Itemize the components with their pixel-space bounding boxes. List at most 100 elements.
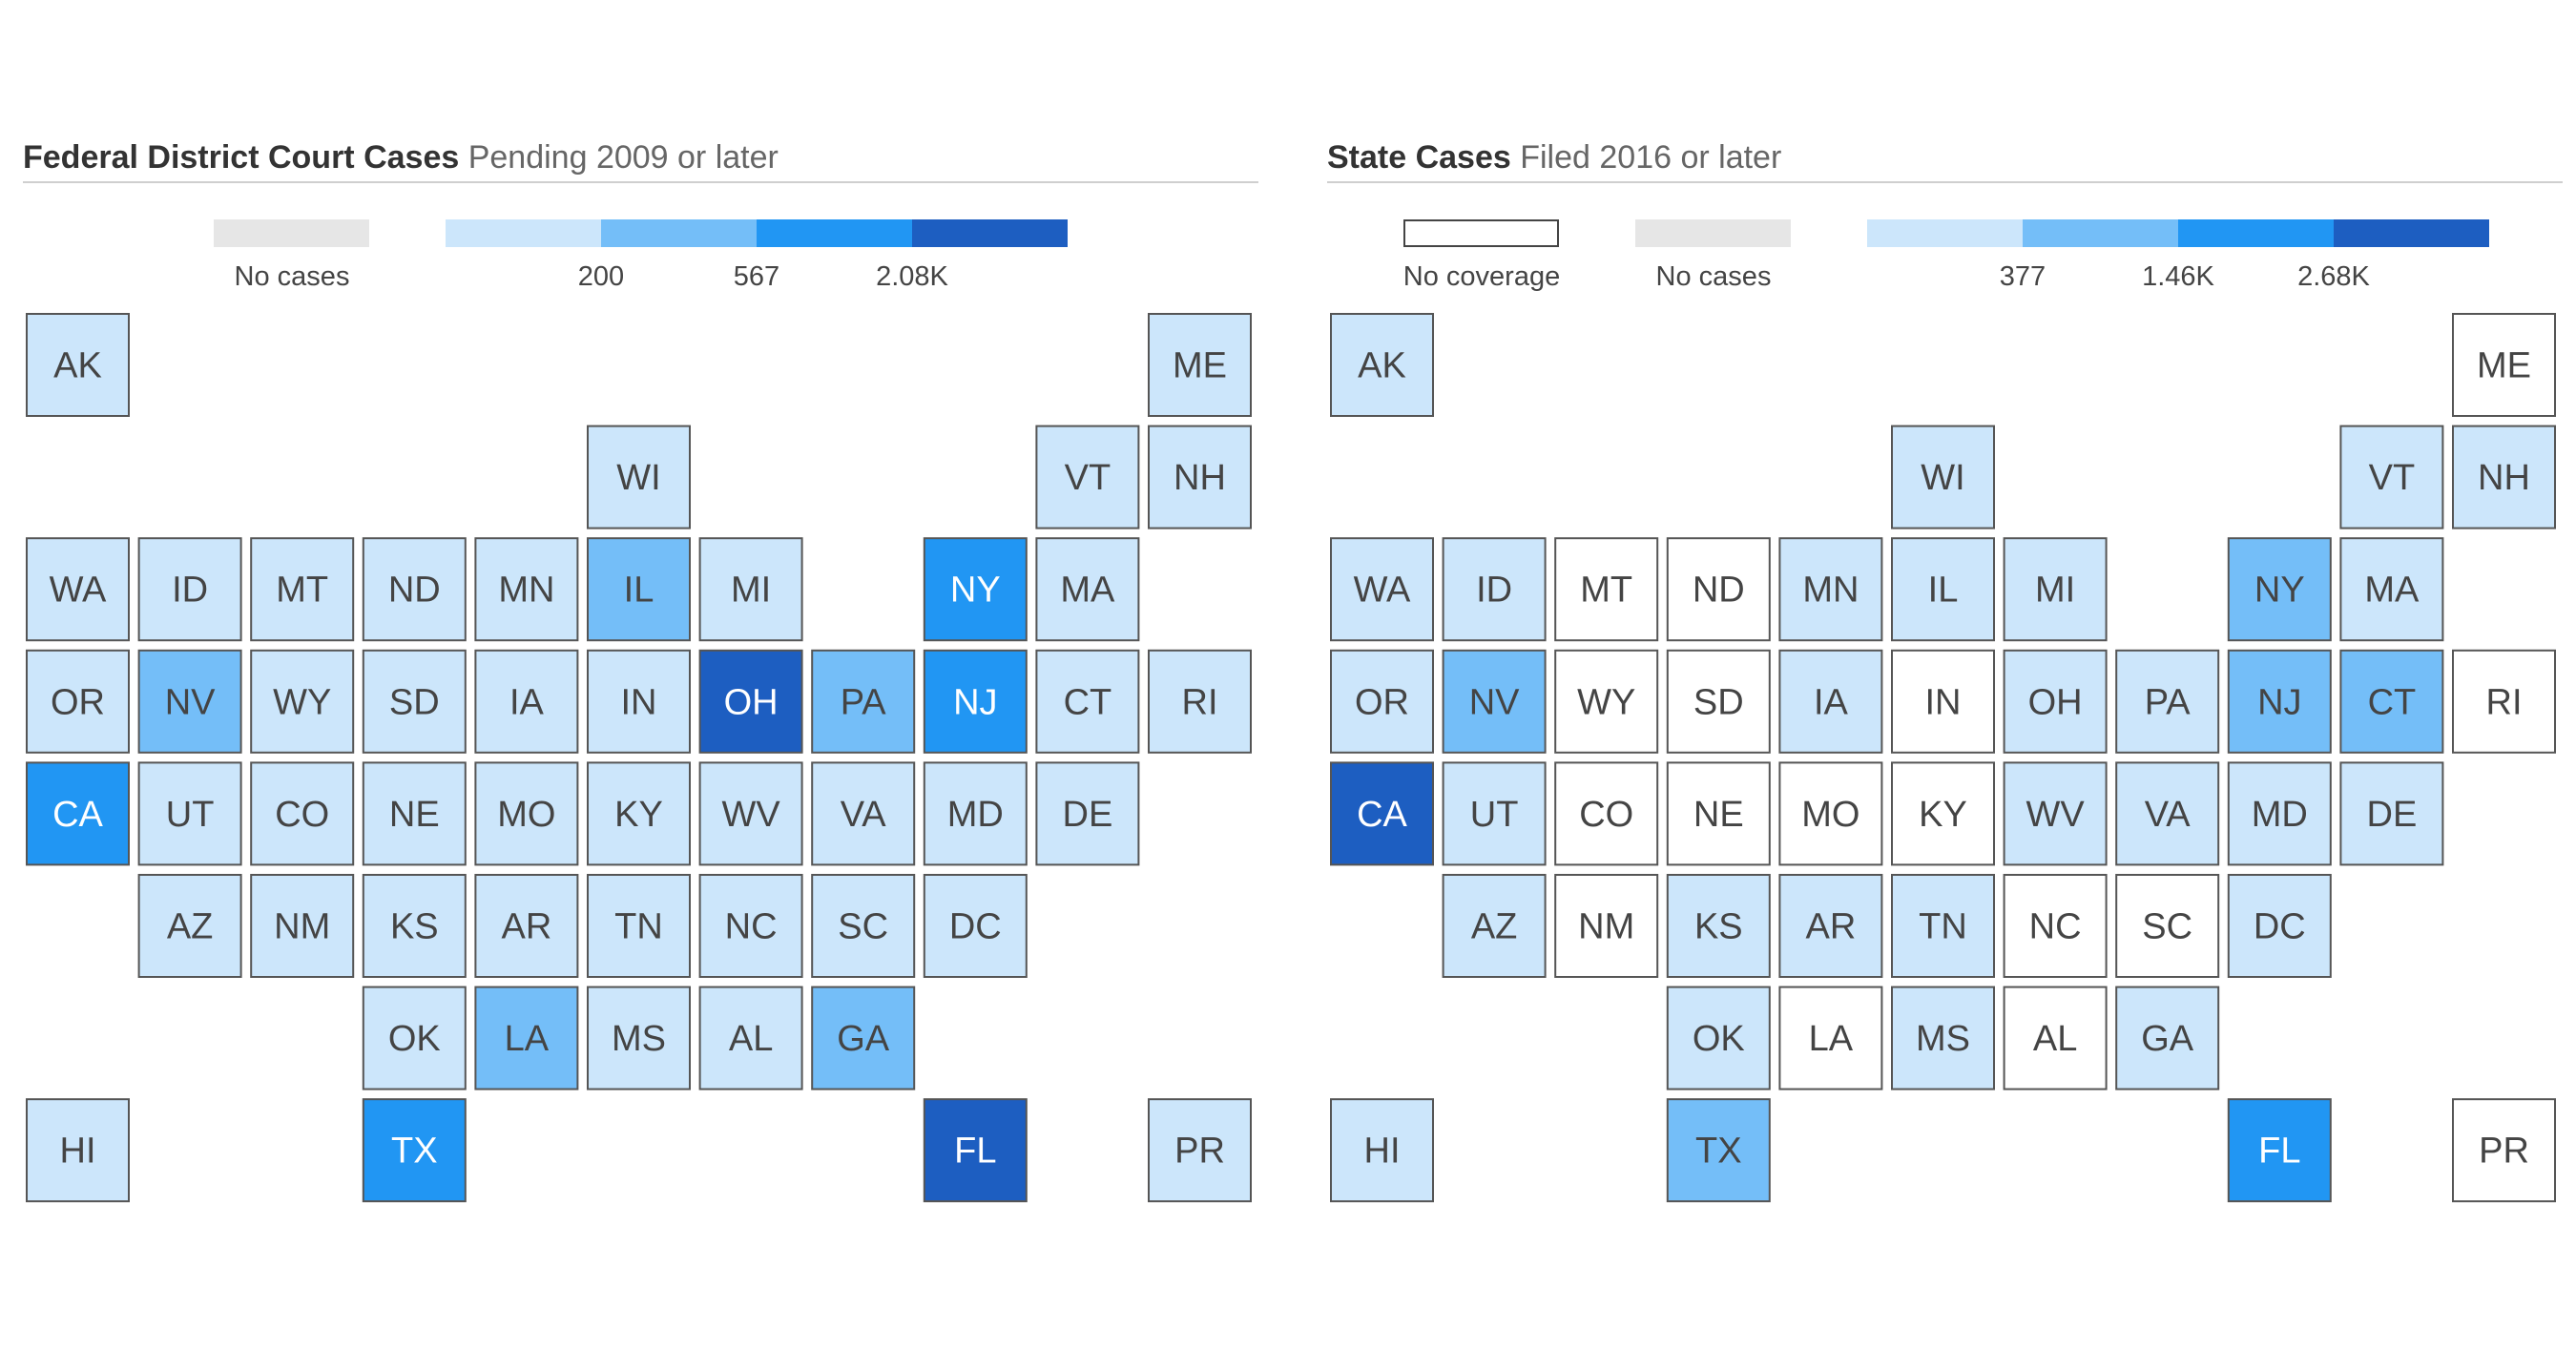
- state-tile-wi[interactable]: WI: [587, 425, 691, 529]
- state-tile-ms[interactable]: MS: [1891, 986, 1995, 1090]
- state-tile-sc[interactable]: SC: [811, 874, 916, 978]
- state-tile-pr[interactable]: PR: [1148, 1098, 1252, 1203]
- state-tile-nm[interactable]: NM: [1554, 874, 1659, 978]
- state-tile-pa[interactable]: PA: [811, 649, 916, 754]
- state-tile-mi[interactable]: MI: [2003, 537, 2108, 642]
- state-tile-la[interactable]: LA: [1778, 986, 1883, 1090]
- state-tile-ct[interactable]: CT: [2339, 649, 2444, 754]
- state-tile-hi[interactable]: HI: [26, 1098, 130, 1203]
- state-tile-va[interactable]: VA: [2115, 761, 2220, 866]
- state-tile-pr[interactable]: PR: [2452, 1098, 2556, 1203]
- state-tile-tx[interactable]: TX: [362, 1098, 467, 1203]
- state-tile-va[interactable]: VA: [811, 761, 916, 866]
- state-tile-mn[interactable]: MN: [474, 537, 579, 642]
- state-tile-id[interactable]: ID: [1442, 537, 1547, 642]
- state-tile-md[interactable]: MD: [2227, 761, 2332, 866]
- state-tile-ut[interactable]: UT: [1442, 761, 1547, 866]
- state-tile-in[interactable]: IN: [1891, 649, 1995, 754]
- state-tile-nj[interactable]: NJ: [2227, 649, 2332, 754]
- state-tile-mt[interactable]: MT: [1554, 537, 1659, 642]
- state-tile-me[interactable]: ME: [2452, 313, 2556, 417]
- state-tile-ms[interactable]: MS: [587, 986, 691, 1090]
- state-tile-ak[interactable]: AK: [26, 313, 130, 417]
- state-tile-co[interactable]: CO: [250, 761, 355, 866]
- state-tile-ok[interactable]: OK: [362, 986, 467, 1090]
- state-tile-co[interactable]: CO: [1554, 761, 1659, 866]
- state-tile-nd[interactable]: ND: [362, 537, 467, 642]
- state-tile-mo[interactable]: MO: [474, 761, 579, 866]
- state-tile-wa[interactable]: WA: [26, 537, 130, 642]
- state-tile-md[interactable]: MD: [923, 761, 1028, 866]
- state-tile-ar[interactable]: AR: [474, 874, 579, 978]
- state-tile-hi[interactable]: HI: [1330, 1098, 1434, 1203]
- state-tile-il[interactable]: IL: [1891, 537, 1995, 642]
- state-tile-nd[interactable]: ND: [1666, 537, 1771, 642]
- state-tile-az[interactable]: AZ: [1442, 874, 1547, 978]
- state-tile-il[interactable]: IL: [587, 537, 691, 642]
- state-tile-ut[interactable]: UT: [137, 761, 242, 866]
- state-tile-ia[interactable]: IA: [474, 649, 579, 754]
- state-tile-nc[interactable]: NC: [2003, 874, 2108, 978]
- state-tile-pa[interactable]: PA: [2115, 649, 2220, 754]
- state-tile-az[interactable]: AZ: [137, 874, 242, 978]
- state-tile-ks[interactable]: KS: [362, 874, 467, 978]
- state-tile-ma[interactable]: MA: [1035, 537, 1140, 642]
- state-tile-ia[interactable]: IA: [1778, 649, 1883, 754]
- state-tile-ar[interactable]: AR: [1778, 874, 1883, 978]
- state-tile-ca[interactable]: CA: [1330, 761, 1434, 866]
- state-tile-ma[interactable]: MA: [2339, 537, 2444, 642]
- state-tile-mt[interactable]: MT: [250, 537, 355, 642]
- state-tile-ca[interactable]: CA: [26, 761, 130, 866]
- state-tile-in[interactable]: IN: [587, 649, 691, 754]
- state-tile-tn[interactable]: TN: [587, 874, 691, 978]
- state-tile-nv[interactable]: NV: [137, 649, 242, 754]
- state-tile-vt[interactable]: VT: [1035, 425, 1140, 529]
- state-tile-ne[interactable]: NE: [1666, 761, 1771, 866]
- state-tile-ky[interactable]: KY: [1891, 761, 1995, 866]
- state-tile-nv[interactable]: NV: [1442, 649, 1547, 754]
- state-tile-dc[interactable]: DC: [2227, 874, 2332, 978]
- state-tile-de[interactable]: DE: [1035, 761, 1140, 866]
- state-tile-ny[interactable]: NY: [2227, 537, 2332, 642]
- state-tile-ct[interactable]: CT: [1035, 649, 1140, 754]
- state-tile-nc[interactable]: NC: [698, 874, 803, 978]
- state-tile-ok[interactable]: OK: [1666, 986, 1771, 1090]
- state-tile-tn[interactable]: TN: [1891, 874, 1995, 978]
- state-tile-nj[interactable]: NJ: [923, 649, 1028, 754]
- state-tile-wv[interactable]: WV: [2003, 761, 2108, 866]
- state-tile-wa[interactable]: WA: [1330, 537, 1434, 642]
- state-tile-ak[interactable]: AK: [1330, 313, 1434, 417]
- state-tile-sd[interactable]: SD: [362, 649, 467, 754]
- state-tile-nh[interactable]: NH: [2452, 425, 2556, 529]
- state-tile-id[interactable]: ID: [137, 537, 242, 642]
- state-tile-ri[interactable]: RI: [1148, 649, 1252, 754]
- state-tile-mi[interactable]: MI: [698, 537, 803, 642]
- state-tile-fl[interactable]: FL: [2227, 1098, 2332, 1203]
- state-tile-ky[interactable]: KY: [587, 761, 691, 866]
- state-tile-mo[interactable]: MO: [1778, 761, 1883, 866]
- state-tile-ri[interactable]: RI: [2452, 649, 2556, 754]
- state-tile-wv[interactable]: WV: [698, 761, 803, 866]
- state-tile-ga[interactable]: GA: [2115, 986, 2220, 1090]
- state-tile-oh[interactable]: OH: [2003, 649, 2108, 754]
- state-tile-vt[interactable]: VT: [2339, 425, 2444, 529]
- state-tile-sd[interactable]: SD: [1666, 649, 1771, 754]
- state-tile-sc[interactable]: SC: [2115, 874, 2220, 978]
- state-tile-tx[interactable]: TX: [1666, 1098, 1771, 1203]
- state-tile-me[interactable]: ME: [1148, 313, 1252, 417]
- state-tile-dc[interactable]: DC: [923, 874, 1028, 978]
- state-tile-al[interactable]: AL: [2003, 986, 2108, 1090]
- state-tile-de[interactable]: DE: [2339, 761, 2444, 866]
- state-tile-ks[interactable]: KS: [1666, 874, 1771, 978]
- state-tile-or[interactable]: OR: [1330, 649, 1434, 754]
- state-tile-mn[interactable]: MN: [1778, 537, 1883, 642]
- state-tile-or[interactable]: OR: [26, 649, 130, 754]
- state-tile-la[interactable]: LA: [474, 986, 579, 1090]
- state-tile-nh[interactable]: NH: [1148, 425, 1252, 529]
- state-tile-al[interactable]: AL: [698, 986, 803, 1090]
- state-tile-ne[interactable]: NE: [362, 761, 467, 866]
- state-tile-ny[interactable]: NY: [923, 537, 1028, 642]
- state-tile-wy[interactable]: WY: [250, 649, 355, 754]
- state-tile-nm[interactable]: NM: [250, 874, 355, 978]
- state-tile-ga[interactable]: GA: [811, 986, 916, 1090]
